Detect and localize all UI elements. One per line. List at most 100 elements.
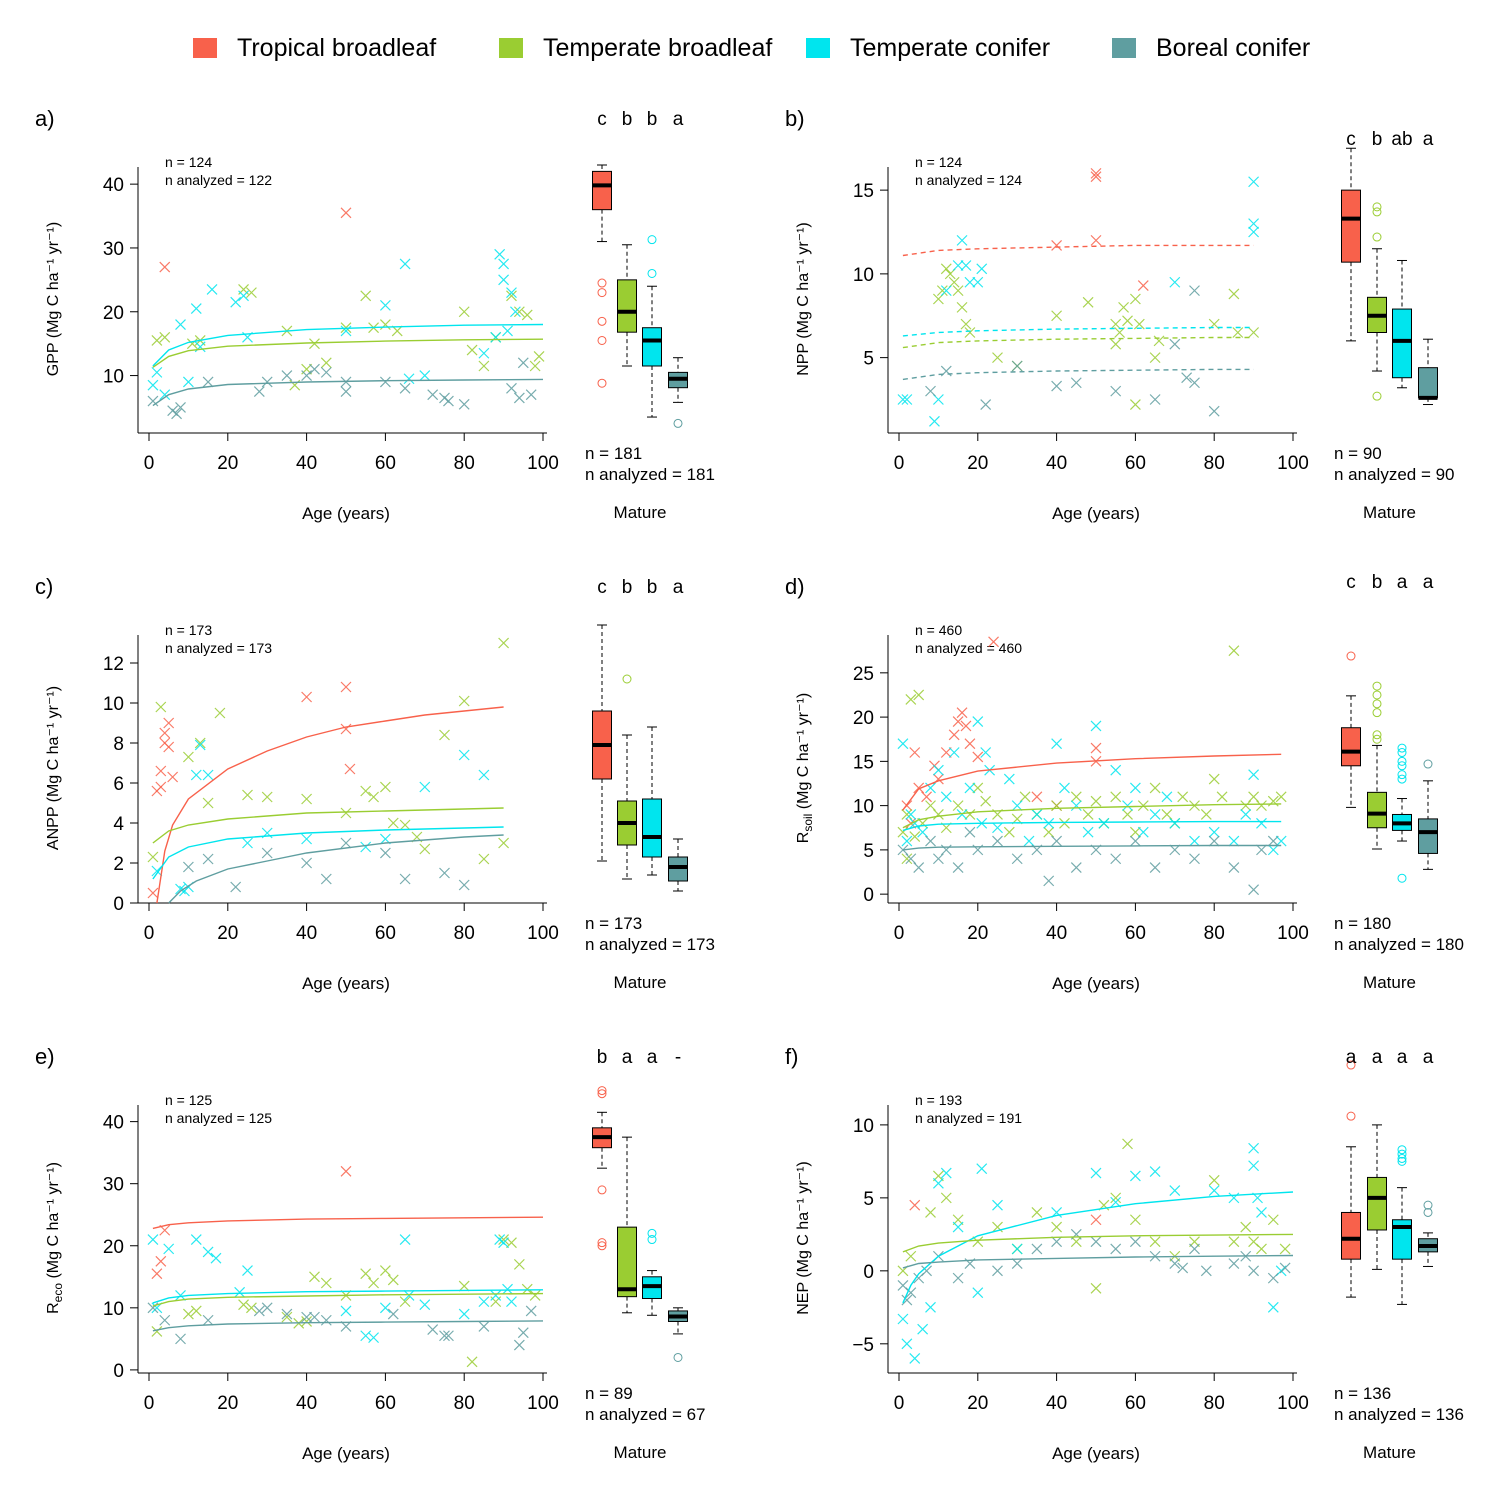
box-outlier: [1372, 708, 1382, 718]
fit-line: [902, 1254, 1294, 1269]
fit-line: [902, 844, 1282, 851]
data-point: [506, 287, 517, 299]
data-point: [521, 1283, 533, 1295]
panel-label: b): [785, 106, 805, 131]
fit-line: [902, 803, 1282, 829]
data-point: [253, 386, 265, 397]
data-point: [360, 841, 372, 853]
data-point: [525, 389, 537, 401]
data-point: [301, 857, 313, 869]
data-point: [458, 1280, 470, 1292]
data-point: [175, 319, 186, 330]
data-point: [1267, 1272, 1279, 1284]
box: [617, 279, 637, 333]
data-point: [309, 363, 320, 375]
panel-a: a) 10 20 30 40 0 20 40 60 80 100 Age (years) GPP (Mg…: [35, 106, 715, 523]
data-point: [309, 1271, 320, 1283]
data-point: [1070, 377, 1082, 389]
data-point: [1137, 280, 1149, 292]
data-point: [901, 853, 913, 865]
data-point: [186, 338, 198, 350]
panel-c: c) 0 2 4 6 8 10 12 0 20 40 60 80 100 Age (years) ANPP (…: [35, 574, 715, 993]
box: [1392, 308, 1412, 379]
data-point: [1122, 809, 1133, 820]
data-point: [301, 1316, 313, 1327]
fit-line: [152, 1216, 544, 1230]
data-point: [901, 809, 913, 820]
data-point: [1267, 1301, 1279, 1313]
significance-letter: a: [1423, 572, 1434, 593]
data-point: [190, 303, 202, 314]
data-point: [901, 1338, 913, 1350]
box-outlier: [1397, 748, 1407, 758]
data-point: [1129, 1170, 1141, 1182]
significance-letter: a: [1397, 572, 1408, 593]
data-point: [190, 1234, 202, 1245]
data-point: [246, 1302, 257, 1314]
data-point: [194, 737, 206, 749]
y-tick-label: 8: [113, 734, 124, 755]
data-point: [340, 1305, 352, 1317]
data-point: [340, 681, 352, 693]
n-count: n = 124: [165, 154, 212, 170]
data-point: [498, 1237, 510, 1249]
n-count: n = 125: [165, 1092, 212, 1108]
data-point: [155, 701, 167, 713]
data-point: [163, 717, 175, 729]
box-outlier: [597, 1086, 607, 1096]
data-point: [905, 1287, 917, 1299]
data-point: [320, 1277, 332, 1289]
data-point: [1240, 1221, 1252, 1233]
x-tick-label: 0: [894, 1393, 905, 1414]
box-outlier: [1397, 1149, 1407, 1159]
data-point: [159, 727, 171, 739]
fit-line: [902, 326, 1254, 337]
x-tick-label: 100: [1277, 923, 1309, 944]
data-point: [921, 1265, 933, 1277]
n-count: n = 173: [165, 622, 212, 638]
data-point: [1228, 1192, 1240, 1204]
significance-letter: b: [622, 109, 633, 130]
data-point: [399, 258, 411, 270]
y-axis-label: ANPP (Mg C ha⁻¹ yr⁻¹): [45, 686, 62, 850]
data-point: [360, 290, 372, 302]
data-point: [925, 1301, 936, 1313]
significance-letter: a: [1423, 1047, 1434, 1068]
x-tick-label: 0: [894, 453, 905, 474]
data-point: [1248, 884, 1260, 896]
data-point: [340, 723, 352, 735]
data-point: [1110, 791, 1122, 803]
data-point: [980, 399, 992, 410]
data-point: [964, 826, 976, 838]
panel-label: f): [785, 1044, 798, 1069]
data-point: [1011, 360, 1023, 372]
x-axis-label: Age (years): [302, 1444, 390, 1463]
box: [1341, 1211, 1361, 1260]
data-point: [1267, 1214, 1279, 1226]
data-point: [1137, 826, 1149, 838]
data-point: [960, 260, 972, 271]
data-point: [1122, 1138, 1133, 1150]
x-tick-label: 60: [375, 923, 396, 944]
data-point: [387, 1274, 399, 1286]
data-point: [992, 352, 1003, 364]
data-point: [478, 1296, 490, 1308]
data-point: [940, 1192, 952, 1204]
significance-letter: ab: [1391, 129, 1412, 150]
data-point: [940, 285, 952, 297]
box-outlier: [1372, 232, 1382, 242]
data-point: [419, 843, 431, 855]
data-point: [506, 1296, 517, 1308]
data-point: [1169, 276, 1181, 288]
mature-label: Mature: [1363, 1443, 1416, 1462]
mature-n-count: n = 173: [585, 914, 642, 933]
data-point: [498, 258, 510, 270]
legend-item-temperate-conifer: Temperate conifer: [806, 28, 1050, 68]
data-point: [1248, 226, 1260, 238]
x-tick-label: 60: [375, 453, 396, 474]
n-analyzed: n analyzed = 122: [165, 172, 272, 188]
data-point: [1275, 791, 1287, 803]
data-point: [439, 729, 450, 741]
panel-label: a): [35, 106, 55, 131]
